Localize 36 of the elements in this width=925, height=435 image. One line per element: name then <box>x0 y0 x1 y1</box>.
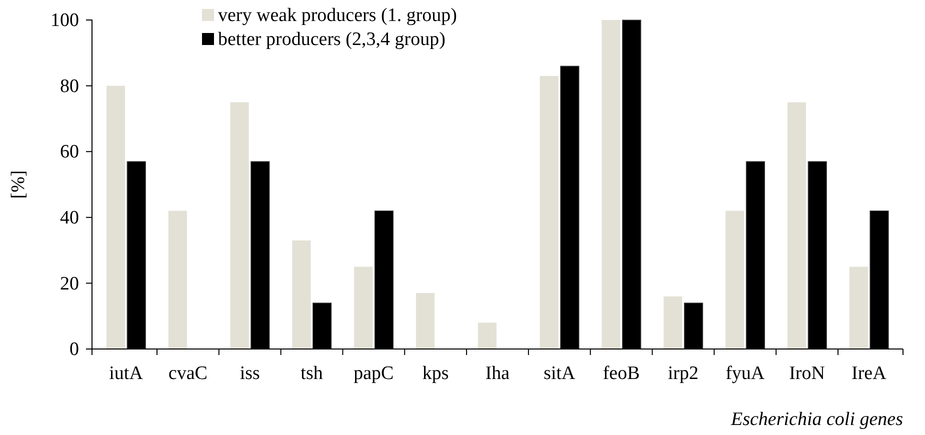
bar <box>168 210 187 349</box>
bar <box>540 76 558 349</box>
y-tick-label: 80 <box>60 76 79 97</box>
y-tick-label: 60 <box>60 142 79 163</box>
x-tick-label: tsh <box>300 363 324 384</box>
x-tick-label: IreA <box>852 363 887 384</box>
x-tick-label: sitA <box>544 363 576 384</box>
bar <box>787 102 806 349</box>
legend-label: better producers (2,3,4 group) <box>218 29 446 50</box>
legend-label: very weak producers (1. group) <box>218 5 457 26</box>
x-axis-title: Escherichia coli genes <box>730 409 903 430</box>
y-axis-title: [%] <box>8 170 29 199</box>
y-tick-label: 0 <box>70 339 79 360</box>
x-tick-label: iutA <box>109 363 144 384</box>
x-tick-label: cvaC <box>168 363 208 384</box>
bar <box>106 86 126 349</box>
bar <box>354 266 373 349</box>
x-tick-label: fyuA <box>726 363 765 384</box>
x-tick-label: IroN <box>789 363 826 384</box>
x-tick-label: irp2 <box>668 363 699 384</box>
bar <box>602 20 620 349</box>
x-tick-label: feoB <box>602 363 640 384</box>
y-tick-label: 100 <box>50 10 79 32</box>
bar <box>849 266 868 349</box>
x-tick-label: iss <box>240 363 260 384</box>
x-tick-label: kps <box>422 363 449 384</box>
bar <box>726 210 744 349</box>
y-tick-label: 20 <box>60 273 79 294</box>
bar <box>664 296 682 349</box>
bar <box>416 293 435 349</box>
bar <box>478 322 496 349</box>
x-tick-label: papC <box>354 363 394 384</box>
y-tick-label: 40 <box>60 207 79 228</box>
bar <box>230 102 249 349</box>
bar <box>292 240 311 349</box>
x-tick-label: Iha <box>485 363 510 384</box>
